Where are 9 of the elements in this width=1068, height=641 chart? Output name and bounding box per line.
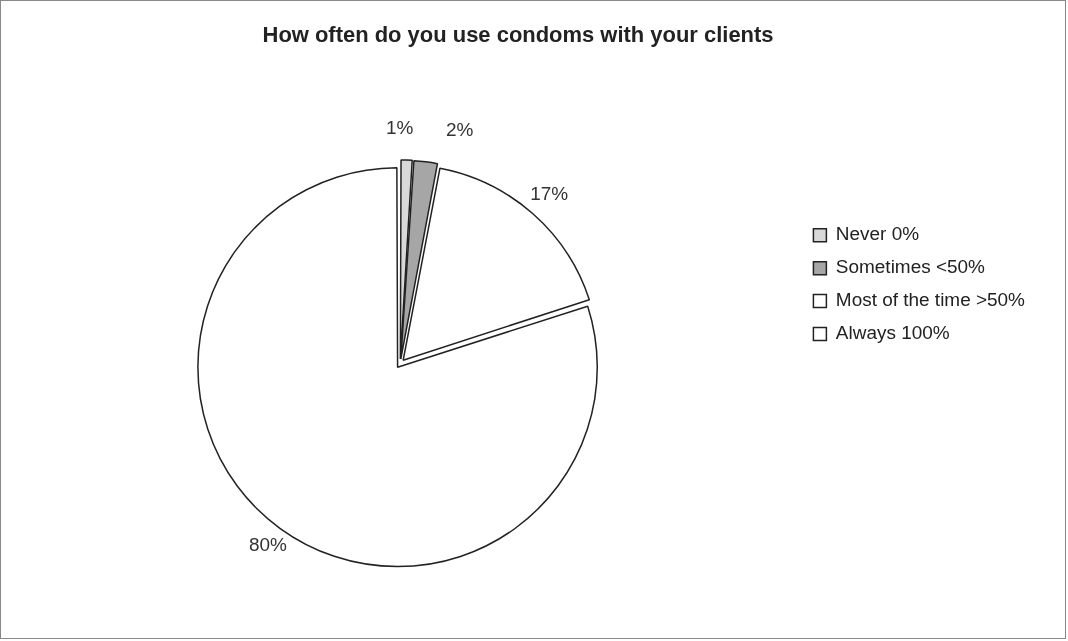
legend-label: Always 100% bbox=[835, 322, 950, 344]
data-label: 80% bbox=[248, 533, 288, 555]
data-label: 1% bbox=[385, 117, 414, 139]
chart-title: How often do you use condoms with your clients bbox=[262, 22, 774, 48]
legend-label: Never 0% bbox=[835, 223, 920, 245]
data-label: 17% bbox=[530, 183, 569, 205]
legend-label: Most of the time >50% bbox=[835, 289, 1026, 311]
data-label: 2% bbox=[445, 118, 474, 140]
legend-label: Sometimes <50% bbox=[835, 256, 986, 278]
